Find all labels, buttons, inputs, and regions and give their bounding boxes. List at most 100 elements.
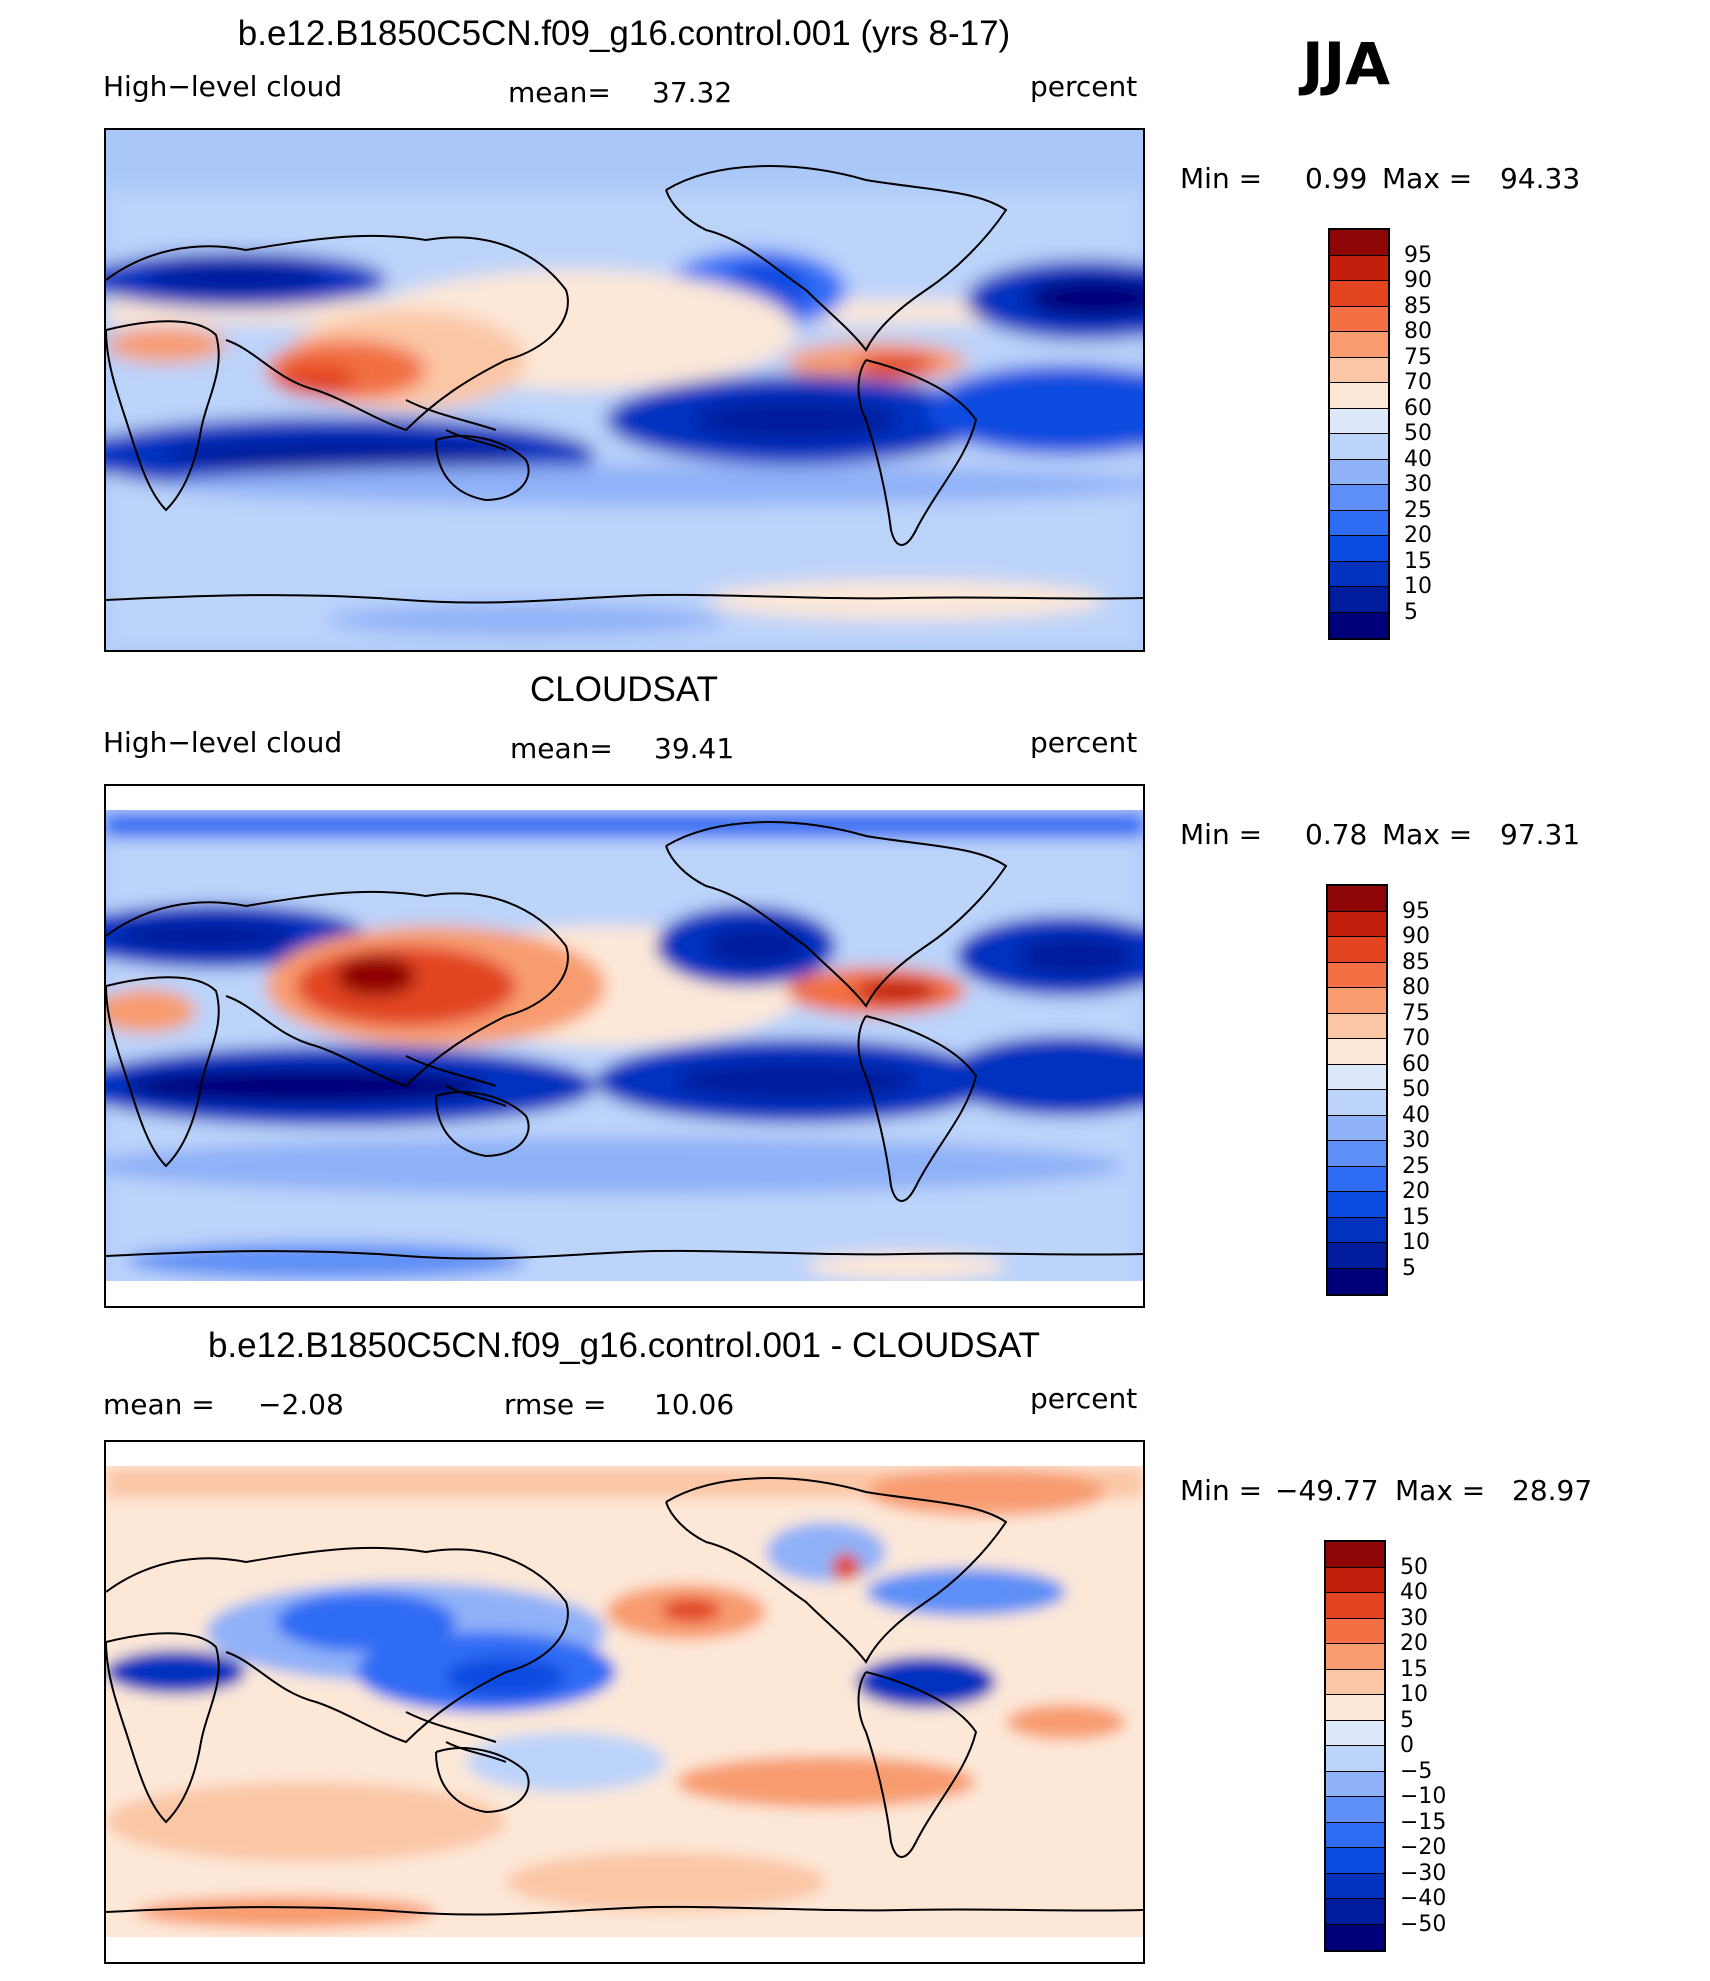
colorbar-swatch [1328, 886, 1386, 912]
panel2-max-label: Max = [1382, 818, 1473, 851]
colorbar-swatch [1326, 1542, 1384, 1568]
colorbar-swatch [1328, 937, 1386, 963]
coast-africa [106, 976, 220, 1168]
colorbar-swatch [1330, 510, 1388, 536]
panel1-colorbar [1328, 228, 1390, 640]
colorbar-swatch [1328, 1268, 1386, 1294]
colorbar-swatch [1328, 1064, 1386, 1090]
colorbar-tick-label: −40 [1400, 1886, 1447, 1911]
colorbar-swatch [1330, 230, 1388, 256]
colorbar-tick-label: −20 [1400, 1835, 1447, 1860]
colorbar-tick-label: 40 [1404, 446, 1432, 472]
field-arctic [106, 130, 1143, 190]
colorbar-swatch [1328, 988, 1386, 1014]
field-s-atlantic-low [926, 365, 1143, 455]
colorbar-swatch [1330, 332, 1388, 358]
colorbar-tick-label: 75 [1404, 344, 1432, 370]
panel1-map-svg [106, 130, 1143, 650]
panel1-mean-label: mean= [508, 76, 611, 109]
field-arctic-blank [106, 786, 1143, 810]
field-arctic-warm [866, 1468, 1106, 1516]
panel3-rmse-value: 10.06 [654, 1388, 735, 1421]
panel1-mean-value: 37.32 [652, 76, 733, 109]
colorbar-tick-label: 70 [1402, 1026, 1430, 1051]
panel3-mean-value: −2.08 [258, 1388, 344, 1421]
panel3-map [104, 1440, 1145, 1964]
coast-north-america [665, 165, 1008, 352]
colorbar-tick-label: 50 [1402, 1077, 1430, 1102]
panel2-mean-label: mean= [510, 732, 613, 765]
field-n-pacific-core [661, 1598, 721, 1622]
colorbar-swatch [1328, 1013, 1386, 1039]
field-amazon-low [856, 1656, 996, 1708]
colorbar-swatch [1326, 1822, 1384, 1848]
field-n-pacific-core [706, 926, 806, 966]
coast-europe-asia [106, 234, 569, 432]
colorbar-swatch [1326, 1644, 1384, 1670]
colorbar-tick-label: 95 [1404, 242, 1432, 268]
colorbar-tick-label: 80 [1402, 975, 1430, 1000]
coastlines [106, 821, 1143, 1260]
colorbar-tick-label: 25 [1402, 1153, 1430, 1179]
field-s-atlantic-warm [1006, 1704, 1126, 1740]
colorbar-tick-label: 85 [1404, 293, 1432, 319]
colorbar-swatch [1330, 281, 1388, 307]
colorbar-tick-label: 5 [1400, 1707, 1414, 1733]
colorbar-swatch [1330, 536, 1388, 562]
field-antarctic-warm [806, 1252, 1006, 1280]
coast-africa [106, 1632, 220, 1824]
coastlines [106, 1477, 1143, 1916]
colorbar-tick-label: 85 [1402, 949, 1430, 975]
colorbar-swatch [1326, 1695, 1384, 1721]
panel3-max-label: Max = [1395, 1474, 1486, 1507]
field-central-america-core [856, 979, 936, 1003]
colorbar-swatch [1330, 408, 1388, 434]
panel1-max-label: Max = [1382, 162, 1473, 195]
field-central-america-core [856, 353, 936, 377]
colorbar-swatch [1328, 911, 1386, 937]
field-asia-core [336, 956, 416, 996]
season-label: JJA [1302, 30, 1391, 98]
field-antarctic-low [326, 604, 726, 636]
field-antarctic-warm [706, 580, 1106, 620]
panel3-colorbar [1324, 1540, 1386, 1952]
coast-maritime [405, 399, 507, 451]
colorbar-swatch [1328, 1141, 1386, 1167]
field-n-atlantic-low [866, 1568, 1066, 1616]
colorbar-swatch [1326, 1669, 1384, 1695]
field-antarctic-low [126, 1243, 526, 1279]
colorbar-tick-label: 20 [1400, 1631, 1428, 1656]
colorbar-swatch [1330, 612, 1388, 638]
field-se-pacific-core [696, 398, 896, 442]
panel1-variable-label: High−level cloud [103, 70, 343, 103]
colorbar-swatch [1330, 434, 1388, 460]
colorbar-tick-label: 25 [1404, 497, 1432, 523]
colorbar-swatch [1326, 1924, 1384, 1950]
panel2-max-value: 97.31 [1500, 818, 1581, 851]
coast-australia [435, 435, 530, 502]
colorbar-tick-label: 40 [1400, 1580, 1428, 1605]
panel2-min-label: Min = [1180, 818, 1263, 851]
colorbar-tick-label: 50 [1404, 421, 1432, 446]
colorbar-tick-label: 60 [1404, 395, 1432, 421]
colorbar-swatch [1326, 1720, 1384, 1746]
colorbar-tick-label: 0 [1400, 1733, 1414, 1758]
colorbar-tick-label: 40 [1402, 1102, 1430, 1128]
field-n-atlantic-core [1026, 278, 1143, 318]
colorbar-tick-label: 95 [1402, 898, 1430, 924]
colorbar-tick-label: −5 [1400, 1758, 1433, 1784]
coast-africa [106, 320, 220, 512]
panel3-rmse-label: rmse = [504, 1388, 607, 1421]
colorbar-tick-label: −30 [1400, 1860, 1447, 1886]
colorbar-swatch [1330, 383, 1388, 409]
field-monsoon-core [276, 364, 356, 396]
colorbar-swatch [1328, 1090, 1386, 1116]
colorbar-swatch [1330, 306, 1388, 332]
field-maritime-core [446, 1657, 566, 1697]
field-australia-low [466, 1732, 666, 1792]
colorbar-swatch [1328, 1192, 1386, 1218]
colorbar-swatch [1328, 962, 1386, 988]
coast-south-america [857, 359, 978, 546]
colorbar-swatch [1328, 1217, 1386, 1243]
panel2-units: percent [1030, 726, 1138, 759]
